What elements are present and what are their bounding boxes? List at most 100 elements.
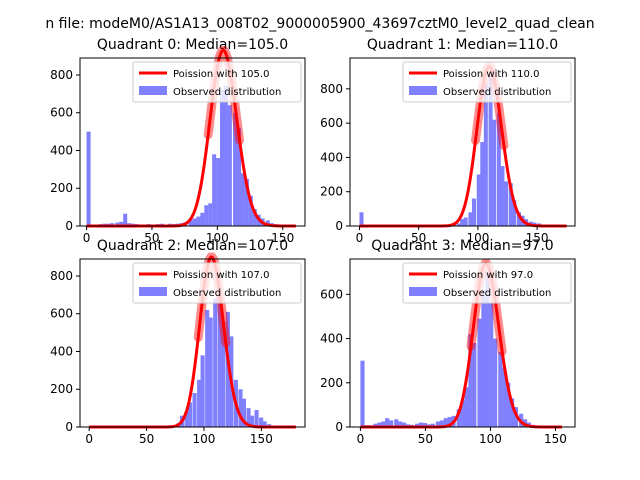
hist-bar	[506, 382, 511, 427]
hist-bar	[241, 398, 246, 427]
hist-bar	[477, 318, 482, 427]
legend-label: Poission with 105.0	[173, 69, 269, 80]
hist-bar	[492, 119, 497, 226]
x-tick-label: 50	[411, 231, 426, 245]
y-tick-label: 800	[50, 269, 73, 283]
hist-bar	[415, 423, 420, 427]
legend-label: Poission with 97.0	[443, 270, 533, 281]
legend-bar-swatch	[409, 287, 437, 296]
chart-title: Quadrant 2: Median=107.0	[97, 238, 288, 254]
hist-bar	[516, 212, 521, 226]
hist-bar	[373, 423, 378, 427]
hist-bar	[196, 216, 201, 226]
legend-label: Observed distribution	[173, 87, 281, 98]
hist-bar	[472, 343, 477, 427]
y-tick-label: 200	[320, 376, 343, 390]
hist-bar	[227, 105, 232, 226]
hist-bar	[500, 166, 505, 226]
y-tick-label: 400	[50, 143, 73, 157]
y-tick-label: 400	[320, 150, 343, 164]
axes-frame	[349, 258, 576, 428]
y-tick-label: 600	[320, 116, 343, 130]
legend-box	[132, 262, 302, 304]
hist-bar	[188, 220, 193, 226]
chart-panel-0: Quadrant 0: Median=105.0 0 50 100 150 0 200 400…	[50, 37, 306, 245]
hist-bar	[212, 154, 217, 226]
hist-bar	[377, 422, 382, 427]
figure-suptitle: n file: modeM0/AS1A13_008T02_9000005900_…	[45, 16, 594, 32]
y-tick-label: 0	[65, 219, 73, 233]
hist-bar	[359, 212, 364, 226]
hist-bar	[456, 409, 461, 427]
hist-bar	[512, 200, 517, 226]
hist-bar	[430, 423, 435, 427]
hist-bar	[187, 402, 193, 427]
y-tick-label: 200	[50, 181, 73, 195]
axes-frame	[79, 258, 306, 428]
hist-bar	[249, 415, 255, 427]
y-tick-label: 400	[50, 344, 73, 358]
hist-bar	[216, 158, 221, 226]
hist-bar	[389, 420, 394, 427]
chart-title: Quadrant 1: Median=110.0	[367, 37, 558, 53]
x-tick-label: 100	[479, 432, 502, 446]
legend-label: Poission with 107.0	[173, 270, 269, 281]
hist-bar	[489, 303, 494, 427]
hist-bar	[208, 317, 213, 427]
hist-bar	[394, 419, 399, 427]
hist-bar	[402, 422, 407, 427]
hist-bar	[476, 174, 481, 226]
y-tick-label: 0	[335, 219, 343, 233]
legend-label: Observed distribution	[443, 87, 551, 98]
x-tick-label: 150	[544, 432, 567, 446]
x-tick-label: 100	[193, 432, 216, 446]
hist-bar	[398, 421, 403, 427]
hist-bar	[502, 367, 507, 427]
hist-bar	[248, 195, 253, 226]
hist-bar	[480, 142, 485, 226]
y-tick-label: 800	[320, 82, 343, 96]
hist-bar	[460, 400, 465, 427]
hist-bar	[259, 417, 264, 427]
hist-bar	[443, 418, 448, 427]
hist-bar	[265, 220, 270, 226]
hist-bar	[483, 83, 488, 226]
y-tick-label: 600	[50, 307, 73, 321]
hist-bar	[464, 387, 469, 427]
hist-bar	[244, 178, 249, 226]
hist-bar	[385, 418, 390, 427]
x-tick-label: 100	[466, 231, 489, 245]
hist-bar	[200, 355, 205, 427]
chart-panel-3: Quadrant 3: Median=97.0 0 50 100 150 0 200 400 6…	[320, 238, 576, 446]
chart-title: Quadrant 3: Median=97.0	[371, 238, 553, 254]
legend-label: Observed distribution	[173, 288, 281, 299]
hist-bar	[219, 90, 225, 226]
hist-bar	[471, 198, 476, 226]
chart-panel-2: Quadrant 2: Median=107.0 0 50 100 150 0 200 400…	[50, 238, 306, 446]
hist-bar	[119, 221, 124, 226]
hist-bar	[192, 218, 197, 226]
hist-bar	[439, 420, 444, 427]
hist-bar	[447, 417, 452, 427]
hist-bar	[208, 203, 213, 226]
legend-box	[132, 61, 302, 103]
hist-bar	[488, 76, 493, 226]
hist-bar	[123, 213, 128, 226]
hist-bar	[262, 421, 267, 427]
hist-bar	[115, 222, 120, 226]
hist-bar	[184, 411, 189, 427]
x-tick-label: 50	[144, 231, 159, 245]
hist-bar	[481, 289, 486, 427]
legend-box	[402, 61, 572, 103]
hist-bar	[233, 112, 238, 226]
hist-bar	[456, 223, 461, 226]
x-tick-label: 0	[83, 231, 91, 245]
hist-bar	[252, 209, 257, 226]
hist-bar	[86, 131, 91, 226]
x-tick-label: 150	[250, 432, 273, 446]
hist-bar	[223, 85, 228, 226]
y-tick-label: 600	[50, 106, 73, 120]
hist-bar	[468, 212, 473, 226]
legend-bar-swatch	[409, 86, 437, 95]
hist-bar	[360, 360, 365, 427]
